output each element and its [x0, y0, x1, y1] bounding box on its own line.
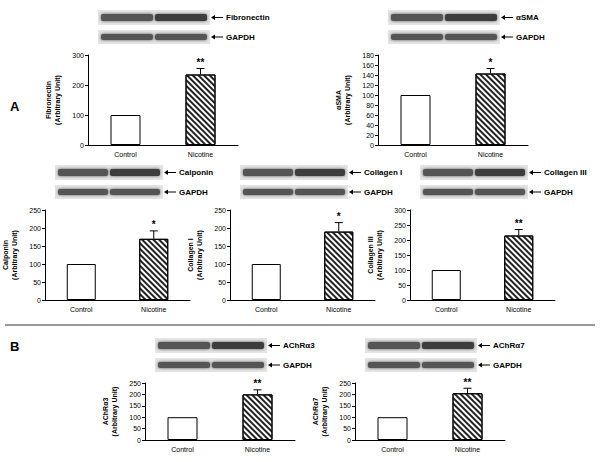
svg-text:Calponin: Calponin: [2, 240, 10, 270]
svg-text:Fibronectin: Fibronectin: [226, 13, 270, 22]
svg-text:A: A: [10, 99, 20, 114]
svg-text:160: 160: [362, 62, 374, 69]
svg-text:GAPDH: GAPDH: [226, 33, 255, 42]
svg-text:Calponin: Calponin: [179, 168, 213, 177]
svg-text:150: 150: [29, 243, 41, 250]
svg-text:Nicotine: Nicotine: [326, 306, 351, 313]
svg-text:100: 100: [29, 261, 41, 268]
svg-text:140: 140: [362, 72, 374, 79]
svg-text:Nicotine: Nicotine: [245, 446, 270, 453]
svg-text:200: 200: [129, 391, 141, 398]
svg-text:Nicotine: Nicotine: [478, 151, 503, 158]
svg-text:250: 250: [29, 207, 41, 214]
svg-text:0: 0: [37, 297, 41, 304]
svg-text:GAPDH: GAPDH: [516, 33, 545, 42]
svg-text:B: B: [10, 339, 19, 354]
svg-text:(Arbitrary Unit): (Arbitrary Unit): [11, 230, 19, 280]
svg-text:Control: Control: [114, 151, 137, 158]
svg-text:150: 150: [214, 243, 226, 250]
svg-text:100: 100: [129, 414, 141, 421]
svg-text:Fibronectin: Fibronectin: [45, 81, 52, 119]
svg-text:200: 200: [394, 237, 406, 244]
svg-text:GAPDH: GAPDH: [283, 361, 312, 370]
svg-text:0: 0: [347, 437, 351, 444]
svg-text:0: 0: [137, 437, 141, 444]
svg-text:αSMA: αSMA: [335, 90, 342, 110]
svg-text:20: 20: [366, 132, 374, 139]
svg-text:**: **: [254, 378, 262, 389]
svg-text:Control: Control: [255, 306, 278, 313]
svg-text:**: **: [515, 218, 523, 229]
svg-text:**: **: [197, 57, 205, 68]
svg-text:(Arbitrary Unit): (Arbitrary Unit): [376, 230, 384, 280]
svg-text:50: 50: [343, 425, 351, 432]
svg-text:αSMA: αSMA: [516, 13, 539, 22]
svg-text:AChRα3: AChRα3: [283, 341, 315, 350]
svg-text:100: 100: [339, 414, 351, 421]
svg-text:250: 250: [214, 207, 226, 214]
svg-text:300: 300: [72, 52, 84, 59]
svg-text:Control: Control: [171, 446, 194, 453]
svg-text:0: 0: [370, 142, 374, 149]
svg-text:200: 200: [214, 225, 226, 232]
svg-text:180: 180: [362, 52, 374, 59]
svg-text:200: 200: [339, 391, 351, 398]
svg-text:250: 250: [394, 222, 406, 229]
svg-text:Control: Control: [435, 306, 458, 313]
svg-text:**: **: [464, 377, 472, 388]
svg-text:GAPDH: GAPDH: [544, 188, 573, 197]
svg-text:0: 0: [402, 297, 406, 304]
svg-text:60: 60: [366, 112, 374, 119]
svg-text:Nicotine: Nicotine: [188, 151, 213, 158]
svg-text:100: 100: [214, 261, 226, 268]
svg-text:GAPDH: GAPDH: [364, 188, 393, 197]
svg-text:(Arbitrary Unit): (Arbitrary Unit): [54, 75, 62, 125]
svg-text:AChRα7: AChRα7: [493, 341, 525, 350]
svg-text:AChRα7: AChRα7: [312, 398, 319, 426]
svg-text:*: *: [489, 57, 493, 68]
svg-text:Control: Control: [381, 446, 404, 453]
svg-text:*: *: [152, 219, 156, 230]
svg-text:100: 100: [394, 267, 406, 274]
svg-text:300: 300: [394, 207, 406, 214]
svg-text:200: 200: [29, 225, 41, 232]
svg-text:Control: Control: [70, 306, 93, 313]
svg-text:40: 40: [366, 122, 374, 129]
svg-text:50: 50: [33, 279, 41, 286]
svg-text:0: 0: [80, 142, 84, 149]
svg-text:Collagen III: Collagen III: [367, 236, 375, 273]
svg-text:*: *: [337, 211, 341, 222]
svg-text:(Arbitrary Unit): (Arbitrary Unit): [321, 387, 329, 437]
svg-text:50: 50: [218, 279, 226, 286]
svg-text:GAPDH: GAPDH: [493, 361, 522, 370]
svg-text:Collagen I: Collagen I: [187, 238, 195, 272]
svg-text:80: 80: [366, 102, 374, 109]
svg-text:Nicotine: Nicotine: [506, 306, 531, 313]
svg-text:(Arbitrary Unit): (Arbitrary Unit): [196, 230, 204, 280]
svg-text:Collagen III: Collagen III: [544, 168, 587, 177]
svg-text:200: 200: [72, 82, 84, 89]
svg-text:100: 100: [362, 92, 374, 99]
svg-text:50: 50: [133, 425, 141, 432]
svg-text:150: 150: [394, 252, 406, 259]
svg-text:150: 150: [129, 402, 141, 409]
svg-text:150: 150: [339, 402, 351, 409]
svg-text:AChRα3: AChRα3: [102, 398, 109, 426]
svg-text:250: 250: [129, 380, 141, 387]
svg-text:Nicotine: Nicotine: [141, 306, 166, 313]
svg-text:Nicotine: Nicotine: [455, 446, 480, 453]
svg-text:120: 120: [362, 82, 374, 89]
svg-text:(Arbitrary Unit): (Arbitrary Unit): [344, 75, 352, 125]
svg-text:Control: Control: [404, 151, 427, 158]
svg-text:GAPDH: GAPDH: [179, 188, 208, 197]
svg-text:(Arbitrary Unit): (Arbitrary Unit): [111, 387, 119, 437]
svg-text:0: 0: [222, 297, 226, 304]
svg-text:50: 50: [398, 282, 406, 289]
svg-text:Collagen I: Collagen I: [364, 168, 402, 177]
svg-text:250: 250: [339, 380, 351, 387]
svg-text:100: 100: [72, 112, 84, 119]
